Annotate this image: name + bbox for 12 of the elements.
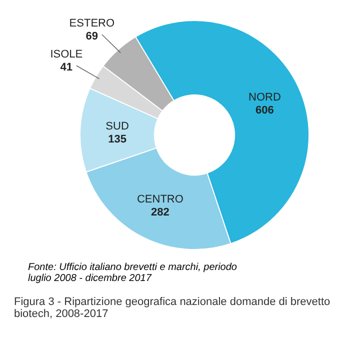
data-label: 69: [86, 30, 98, 42]
slice-label: NORD: [248, 92, 281, 104]
data-label: 606: [256, 104, 274, 117]
slice-label: ISOLE: [50, 48, 83, 61]
slice-label: SUD: [106, 120, 129, 132]
source-note: Fonte: Ufficio italiano brevetti e marchi, periodo luglio 2008 - dicembre 2017: [28, 262, 238, 284]
data-label: 282: [151, 206, 170, 218]
data-label: 135: [108, 133, 126, 146]
slice-label: ESTERO: [69, 17, 115, 30]
slice-label: CENTRO: [136, 193, 184, 206]
text: Figura 3 - Ripartizione geografica nazionale domande di brevetto biotech, 2008-2017: [14, 296, 332, 320]
data-label: 41: [60, 62, 73, 74]
